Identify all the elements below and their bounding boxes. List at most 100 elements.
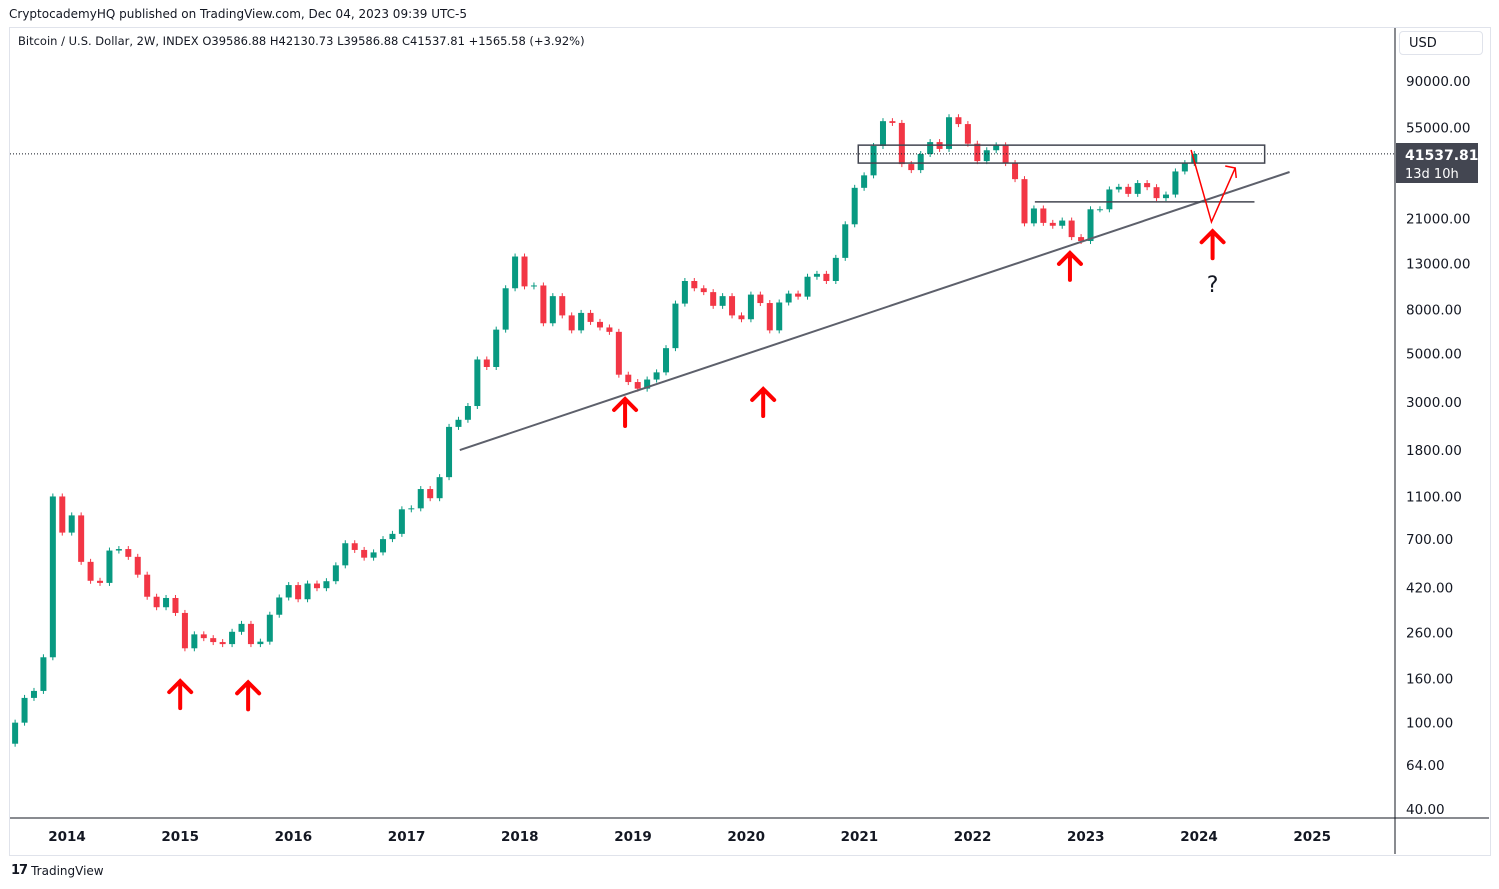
candle xyxy=(1049,222,1056,226)
price-axis[interactable]: 90000.00 55000.00 21000.00 13000.00 8000.00 5… xyxy=(1406,74,1470,818)
time-tick: 2022 xyxy=(954,829,992,845)
candle xyxy=(870,145,877,176)
candle xyxy=(889,121,896,123)
price-tick: 1100.00 xyxy=(1406,489,1462,505)
candle xyxy=(521,256,528,287)
candle xyxy=(700,288,707,293)
candle xyxy=(380,539,387,553)
projection-arrowhead xyxy=(1225,165,1237,179)
price-tick: 260.00 xyxy=(1406,626,1453,642)
candle xyxy=(493,329,500,367)
candle xyxy=(1096,209,1103,211)
candle xyxy=(1115,186,1122,190)
candle xyxy=(879,121,886,146)
candle xyxy=(964,124,971,144)
last-price-value: 41537.81 xyxy=(1405,148,1479,164)
chart-frame xyxy=(9,27,1491,856)
candle xyxy=(663,348,670,373)
candle xyxy=(559,296,566,316)
candle xyxy=(40,657,47,691)
drawings: ? xyxy=(10,144,1395,712)
candle xyxy=(813,273,820,277)
arrow-up-icon xyxy=(167,678,194,711)
arrow-up-icon xyxy=(750,386,777,418)
time-tick: 2015 xyxy=(161,829,199,845)
tv-logo-icon: 17 xyxy=(11,863,28,878)
candle xyxy=(257,641,264,645)
arrow-up-icon xyxy=(235,679,262,712)
price-tick: 100.00 xyxy=(1406,716,1453,732)
candle xyxy=(908,164,915,171)
time-tick: 2023 xyxy=(1067,829,1105,845)
time-tick: 2025 xyxy=(1293,829,1331,845)
candle xyxy=(955,117,962,125)
price-tick: 55000.00 xyxy=(1406,120,1470,136)
candle xyxy=(1021,179,1028,224)
candle xyxy=(153,596,160,608)
candle xyxy=(644,379,651,389)
candle xyxy=(1144,183,1151,188)
candle xyxy=(898,122,905,165)
candle xyxy=(804,276,811,297)
candle xyxy=(842,224,849,258)
candle xyxy=(219,642,226,645)
candle xyxy=(191,634,198,649)
candle xyxy=(474,359,481,407)
price-tick: 5000.00 xyxy=(1406,347,1462,363)
candle xyxy=(370,552,377,558)
price-tick: 40.00 xyxy=(1406,802,1445,818)
candle xyxy=(691,281,698,289)
candle xyxy=(229,631,236,645)
candle xyxy=(530,285,537,287)
arrow-up-icon xyxy=(612,396,639,428)
candle xyxy=(1087,209,1094,242)
candle xyxy=(1068,220,1075,238)
candle xyxy=(729,296,736,316)
candle xyxy=(464,406,471,420)
candle xyxy=(653,372,660,380)
question-mark: ? xyxy=(1207,273,1219,298)
candle xyxy=(115,549,122,551)
candle xyxy=(917,154,924,171)
candle xyxy=(125,549,132,557)
candle xyxy=(757,294,764,304)
candle xyxy=(87,561,94,581)
time-tick: 2018 xyxy=(501,829,539,845)
time-axis[interactable]: 2014 2015 2016 2017 2018 2019 2020 2021 2022 2023… xyxy=(48,829,1331,845)
candle xyxy=(606,327,613,332)
candle xyxy=(1030,208,1037,224)
candle xyxy=(12,722,19,744)
candle xyxy=(766,303,773,331)
candle xyxy=(59,496,66,533)
currency-button[interactable]: USD xyxy=(1399,31,1483,55)
candle xyxy=(634,382,641,389)
price-tick: 64.00 xyxy=(1406,758,1445,774)
price-tick: 21000.00 xyxy=(1406,211,1470,227)
price-tick: 90000.00 xyxy=(1406,74,1470,90)
candle xyxy=(106,550,113,583)
time-tick: 2019 xyxy=(614,829,652,845)
price-tick: 1800.00 xyxy=(1406,443,1462,459)
price-tick: 3000.00 xyxy=(1406,395,1462,411)
candle xyxy=(144,574,151,597)
brand-name: TradingView xyxy=(31,863,104,878)
candle xyxy=(1040,208,1047,223)
candle xyxy=(49,496,56,658)
candle xyxy=(1162,194,1169,199)
candle xyxy=(21,697,28,723)
candle xyxy=(483,359,490,367)
candle xyxy=(351,543,358,550)
candle xyxy=(502,288,509,330)
candle xyxy=(738,315,745,320)
candle xyxy=(30,690,37,698)
candle xyxy=(596,321,603,328)
candle xyxy=(1012,163,1019,180)
candle xyxy=(78,515,85,562)
candle xyxy=(946,117,953,149)
candle xyxy=(408,508,415,510)
candle xyxy=(323,581,330,589)
candle xyxy=(1106,189,1113,210)
bar-countdown: 13d 10h xyxy=(1405,167,1459,182)
tradingview-logo[interactable]: 17 TradingView xyxy=(11,863,104,878)
